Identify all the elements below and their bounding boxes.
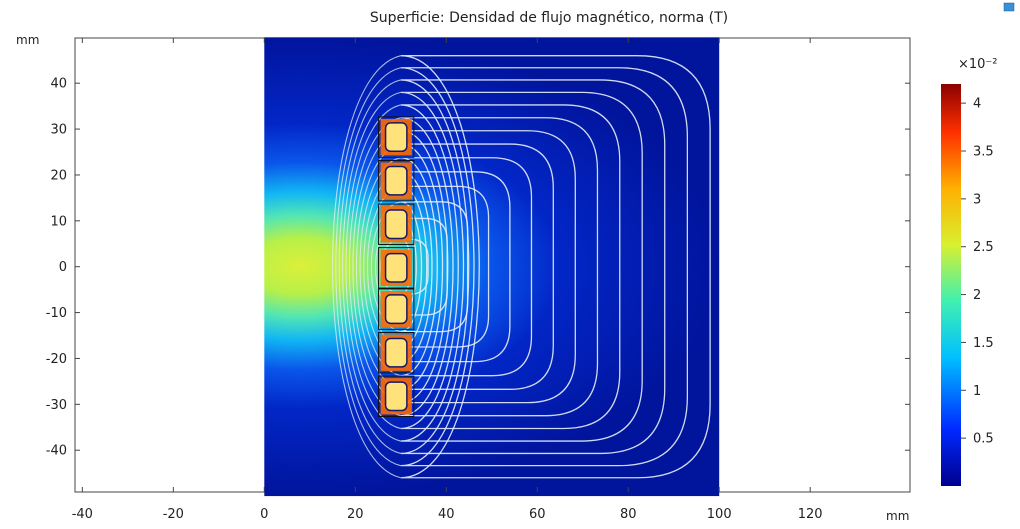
y-tick-label: -30 xyxy=(46,398,67,413)
coil-group xyxy=(378,116,415,418)
coil-core xyxy=(384,294,408,325)
field-line xyxy=(400,217,448,316)
field-line-inner xyxy=(342,91,401,442)
field-line xyxy=(400,143,554,390)
field-surface xyxy=(264,37,720,497)
coil-frame xyxy=(378,375,415,418)
x-tick-label: -20 xyxy=(163,507,184,522)
y-tick-label: 10 xyxy=(50,214,67,229)
x-unit-label: mm xyxy=(886,509,909,523)
y-tick-label: 20 xyxy=(50,168,67,183)
coil-frame xyxy=(378,203,415,245)
coil-frame xyxy=(378,288,415,330)
plot-area xyxy=(74,37,911,497)
field-line xyxy=(400,67,689,467)
colorbar-tick-label: 3 xyxy=(973,192,981,207)
field-line xyxy=(400,117,599,417)
coil-core xyxy=(384,252,408,283)
field-line-inner xyxy=(335,67,401,467)
colorbar-tick-label: 3.5 xyxy=(973,145,994,160)
field-line-inner xyxy=(338,79,401,454)
coil-frame xyxy=(378,332,415,374)
field-line xyxy=(400,171,511,363)
y-tick-label: 0 xyxy=(59,260,67,275)
coil-core xyxy=(384,337,408,368)
y-tick-label: -20 xyxy=(46,352,67,367)
x-tick-label: 40 xyxy=(438,507,455,522)
coil-frame xyxy=(378,159,415,202)
x-tick-label: -40 xyxy=(72,507,93,522)
field-line-inner xyxy=(331,55,401,479)
y-tick-label: -10 xyxy=(46,306,67,321)
colorbar-tick-label: 1.5 xyxy=(973,336,994,351)
field-line-inner xyxy=(356,143,401,390)
x-tick-label: 20 xyxy=(347,507,364,522)
y-tick-label: 40 xyxy=(50,77,67,92)
field-line xyxy=(400,157,533,377)
y-unit-label: mm xyxy=(16,33,39,47)
chart-title: Superficie: Densidad de flujo magnético,… xyxy=(370,10,728,26)
coil-core xyxy=(384,381,408,412)
corner-icon xyxy=(1003,2,1015,12)
colorbar-tick-label: 0.5 xyxy=(973,432,994,447)
x-tick-label: 60 xyxy=(529,507,546,522)
colorbar-tick-label: 2 xyxy=(973,288,981,303)
field-line xyxy=(400,55,711,479)
field-line xyxy=(400,185,490,348)
x-tick-label: 120 xyxy=(798,507,823,522)
colorbar-multiplier: ×10⁻² xyxy=(958,57,998,72)
colorbar-tick-label: 2.5 xyxy=(973,240,994,255)
field-line-inner xyxy=(349,117,401,417)
field-line xyxy=(400,104,621,430)
x-tick-label: 100 xyxy=(707,507,732,522)
field-line xyxy=(400,91,643,442)
x-tick-label: 80 xyxy=(620,507,637,522)
colorbar: ×10⁻² 4 3.5 3 2.5 2 1.5 1 0.5 xyxy=(941,57,998,486)
y-axis: 40 30 20 10 0 -10 -20 -30 -40 xyxy=(46,77,910,459)
field-line xyxy=(400,130,576,404)
coil-core xyxy=(384,122,408,153)
y-tick-label: -40 xyxy=(46,444,67,459)
coil-core xyxy=(384,209,408,240)
coil-frame xyxy=(378,116,415,158)
field-line xyxy=(400,201,469,333)
field-line-inner xyxy=(345,104,401,430)
colorbar-gradient xyxy=(941,84,961,486)
coil-frame xyxy=(378,247,415,289)
y-tick-label: 30 xyxy=(50,123,67,138)
field-line xyxy=(400,79,666,455)
colorbar-tick-label: 4 xyxy=(973,97,981,112)
x-axis: -40 -20 0 20 40 60 80 100 120 xyxy=(72,38,823,522)
x-tick-label: 0 xyxy=(260,507,268,522)
coil-core xyxy=(384,165,408,196)
colorbar-ticks: 4 3.5 3 2.5 2 1.5 1 0.5 xyxy=(961,97,994,447)
colorbar-tick-label: 1 xyxy=(973,384,981,399)
